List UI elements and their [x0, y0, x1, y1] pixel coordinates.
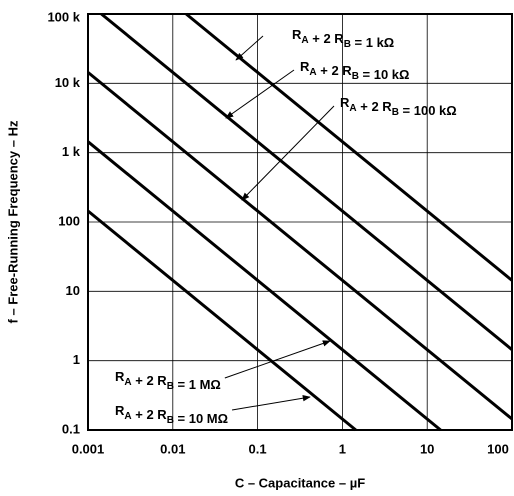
series-line: [100, 12, 513, 351]
x-tick-label: 1: [339, 441, 346, 456]
x-axis-label: C – Capacitance – µF: [235, 475, 365, 490]
callout-arrow: [241, 105, 335, 201]
series-line: [87, 209, 357, 432]
y-tick-label: 10 k: [55, 75, 81, 90]
callout-arrow: [225, 69, 295, 119]
series-label: RA + 2 RB = 10 MΩ: [115, 403, 228, 426]
x-tick-label: 100: [487, 441, 509, 456]
series-line: [185, 12, 513, 282]
callout-arrow: [224, 340, 331, 379]
y-axis-label: f – Free-Running Frequency – Hz: [5, 120, 20, 323]
series-line: [87, 71, 513, 421]
series-label: RA + 2 RB = 10 kΩ: [300, 59, 409, 82]
y-tick-label: 1: [73, 352, 80, 367]
series-label: RA + 2 RB = 100 kΩ: [340, 95, 457, 118]
plot-frame: [87, 13, 513, 431]
y-tick-label: 100: [58, 213, 80, 228]
x-tick-label: 10: [420, 441, 434, 456]
callout-arrow: [235, 35, 264, 61]
series-label: RA + 2 RB = 1 kΩ: [292, 27, 394, 50]
y-tick-label: 0.1: [62, 421, 80, 436]
series-label: RA + 2 RB = 1 MΩ: [115, 369, 221, 392]
callout-arrow: [231, 395, 311, 411]
y-tick-label: 100 k: [47, 9, 80, 24]
x-tick-label: 0.1: [249, 441, 267, 456]
series-line: [87, 140, 442, 432]
y-tick-label: 10: [66, 283, 80, 298]
x-tick-label: 0.01: [160, 441, 185, 456]
y-tick-label: 1 k: [62, 144, 81, 159]
x-tick-label: 0.001: [72, 441, 105, 456]
